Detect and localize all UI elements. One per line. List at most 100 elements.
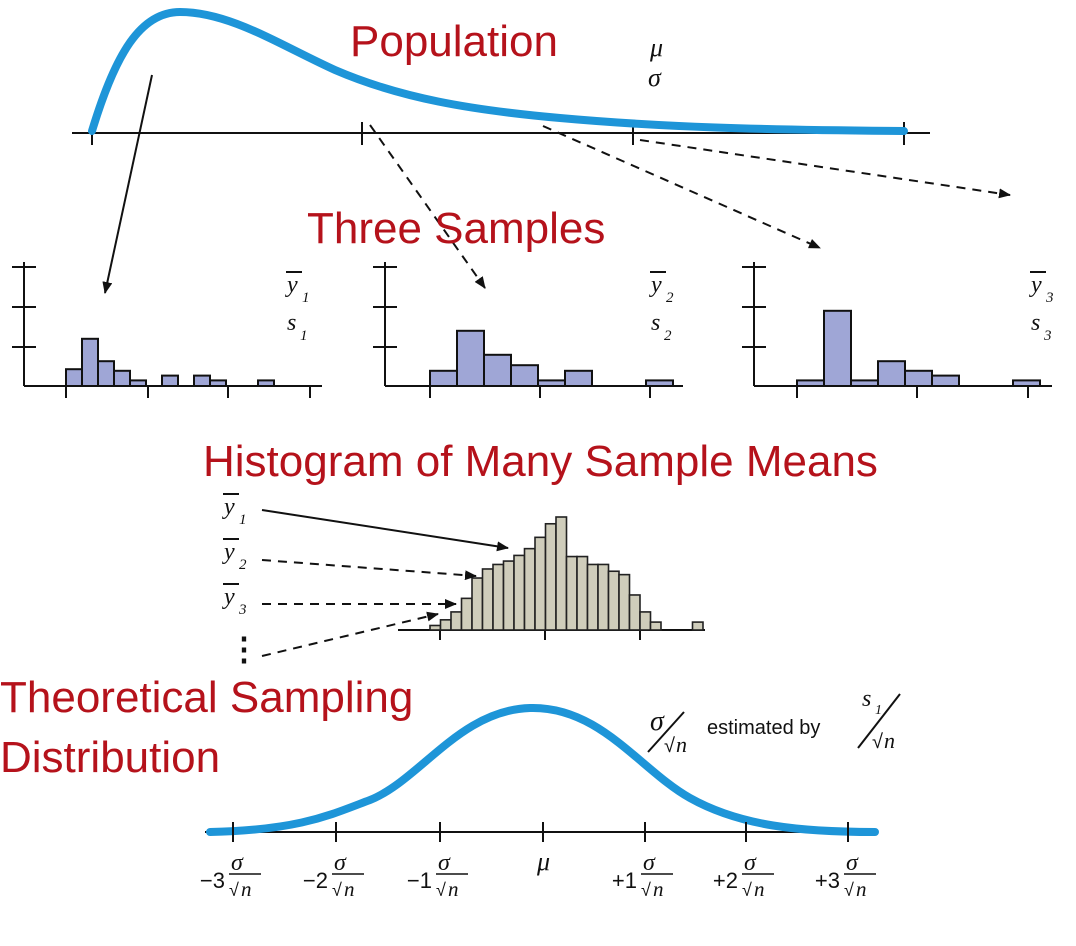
- tick-sqrt: √: [844, 880, 854, 900]
- mean-bar: [439, 619, 452, 631]
- tick-coef: +2: [713, 868, 738, 893]
- sample-bar: [877, 360, 906, 388]
- sample-bar: [209, 379, 227, 387]
- mean-list-item: y 1: [222, 493, 247, 528]
- tick-n: n: [344, 877, 355, 901]
- mean-symbol: y: [222, 584, 235, 610]
- tick-sigma: σ: [643, 850, 656, 876]
- tick-n: n: [856, 877, 867, 901]
- tick-n: n: [241, 877, 252, 901]
- sample-bar: [81, 337, 99, 387]
- tick-sigma: σ: [744, 850, 757, 876]
- means-histogram: [398, 516, 705, 640]
- sampling-tick-4: +1σ √ n: [612, 822, 673, 901]
- mean-bar: [450, 611, 463, 631]
- mean-bar: [481, 568, 494, 631]
- sample-bar: [564, 369, 593, 387]
- estimate-n: n: [884, 728, 895, 753]
- sampling-axis-ticks: −3σ√ n −2σ√ n −1σ√ nμ+1σ√ n +2σ√ n +3σ√ n: [200, 822, 876, 901]
- sample-mean-index: 3: [1045, 290, 1054, 306]
- tick-sigma: σ: [438, 850, 451, 876]
- sampling-tick-2: −1σ √ n: [407, 822, 468, 901]
- sample-sd-symbol: s: [651, 310, 660, 336]
- sample-mean-symbol: y: [649, 272, 662, 298]
- tick-sqrt: √: [332, 880, 342, 900]
- tick-sqrt: √: [229, 880, 239, 900]
- mean-bar: [429, 624, 442, 631]
- tick-sqrt: √: [641, 880, 651, 900]
- sampling-tick-1: −2σ √ n: [303, 822, 364, 901]
- estimate-s-index: 1: [875, 703, 882, 718]
- estimate-n: n: [676, 732, 687, 757]
- mean-bar: [565, 555, 578, 631]
- sample-bar: [796, 379, 825, 387]
- mean-bar: [649, 621, 662, 631]
- sample-sd-symbol: s: [1031, 310, 1040, 336]
- sample-histogram-3: y 3s 3: [742, 262, 1054, 398]
- estimate-label: σ √ n estimated by s 1 √ n: [647, 686, 901, 757]
- mean-symbol: y: [222, 539, 235, 565]
- sample-sd-index: 2: [664, 328, 672, 344]
- mean-bar: [513, 554, 526, 631]
- sample-bar: [1012, 379, 1041, 387]
- sample-bar: [904, 369, 933, 387]
- theoretical-title-line2: Distribution: [0, 733, 220, 782]
- tick-sigma: σ: [231, 850, 244, 876]
- sample-bar: [129, 379, 147, 387]
- population-section: Population μ σ: [72, 7, 930, 145]
- tick-n: n: [653, 877, 664, 901]
- sample-bar: [97, 360, 115, 388]
- tick-coef: +3: [815, 868, 840, 893]
- estimate-sqrt: √: [872, 731, 883, 753]
- population-mu: μ: [649, 33, 663, 62]
- mean-symbol: y: [222, 494, 235, 520]
- sample-sd-index: 1: [300, 328, 308, 344]
- estimate-text: estimated by: [707, 717, 820, 739]
- more-means-ellipsis: ⋮: [228, 631, 260, 667]
- sample-bar: [113, 369, 131, 387]
- sample-bar: [257, 379, 275, 387]
- sample-panels: y 1s 1y 2s 2y 3s 3: [12, 262, 1054, 398]
- sample-mean-index: 2: [666, 290, 674, 306]
- mean-bar: [628, 594, 641, 631]
- sample-bar: [850, 379, 879, 387]
- sample-histogram-1: y 1s 1: [12, 262, 322, 398]
- sample-mean-symbol: y: [1029, 272, 1042, 298]
- mean-index: 1: [239, 512, 247, 528]
- arrow-to-more-samples: [639, 139, 1011, 199]
- means-list: y 1 y 2 y 3 ⋮: [222, 493, 260, 667]
- sampling-tick-0: −3σ √ n: [200, 822, 261, 901]
- means-to-histogram-arrows: [261, 509, 509, 657]
- sampling-tick-3: μ: [536, 822, 550, 876]
- mean-bar: [523, 547, 536, 631]
- tick-coef: −2: [303, 868, 328, 893]
- mean-bar: [555, 516, 568, 631]
- tick-sqrt: √: [436, 880, 446, 900]
- mean-bar: [502, 560, 515, 631]
- mean-bar: [607, 570, 620, 631]
- mean-bar: [639, 611, 652, 631]
- estimate-s: s: [862, 686, 871, 712]
- arrow-to-sample-1: [102, 74, 153, 294]
- sample-bar: [65, 368, 83, 388]
- mean-bar: [544, 522, 557, 631]
- arrow-to-sample-2: [369, 124, 486, 289]
- tick-sqrt: √: [742, 880, 752, 900]
- mean-bar: [534, 536, 547, 631]
- sample-bar: [483, 353, 512, 387]
- estimate-sigma: σ: [650, 706, 665, 737]
- tick-coef: −3: [200, 868, 225, 893]
- mean-bar: [492, 563, 505, 631]
- tick-coef: −1: [407, 868, 432, 893]
- mean-bar: [471, 577, 484, 631]
- mean-bar: [618, 573, 631, 631]
- sample-mean-index: 1: [302, 290, 310, 306]
- sample-sd-symbol: s: [287, 310, 296, 336]
- sampling-tick-5: +2σ √ n: [713, 822, 774, 901]
- sample-sd-index: 3: [1043, 328, 1052, 344]
- sample-mean-symbol: y: [285, 272, 298, 298]
- arrow-mean-more: [261, 611, 439, 657]
- theoretical-title-line1: Theoretical Sampling: [0, 673, 413, 722]
- tick-n: n: [754, 877, 765, 901]
- arrow-mean-1: [261, 509, 509, 552]
